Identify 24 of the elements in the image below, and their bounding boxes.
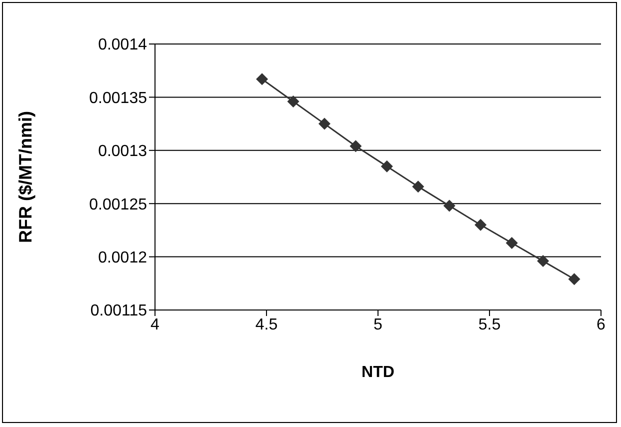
point	[568, 273, 580, 286]
point	[412, 180, 424, 193]
point	[256, 73, 268, 86]
point	[380, 160, 393, 172]
x-axis-title: NTD	[362, 364, 394, 381]
x-tick-label: 4	[150, 316, 160, 334]
point	[318, 118, 330, 130]
point	[506, 236, 518, 249]
x-tick-label: 5	[374, 316, 383, 334]
y-tick-label: 0.00115	[90, 302, 148, 320]
point	[350, 140, 362, 152]
y-tick-label: 0.00125	[89, 196, 148, 214]
y-tick-label: 0.0013	[98, 143, 148, 160]
point	[287, 95, 300, 108]
y-tick-label: 0.0012	[98, 249, 148, 266]
y-tick-label: 0.00135	[89, 90, 148, 107]
y-axis-title: RFR ($/MT/nmi)	[15, 111, 36, 243]
x-tick-label: 6	[596, 316, 606, 334]
x-tick-label: 5.5	[478, 316, 501, 334]
point	[474, 218, 487, 231]
x-tick-label: 4.5	[255, 316, 278, 334]
y-tick-label: 0.0014	[98, 36, 148, 54]
point	[537, 255, 550, 268]
point	[443, 200, 456, 212]
